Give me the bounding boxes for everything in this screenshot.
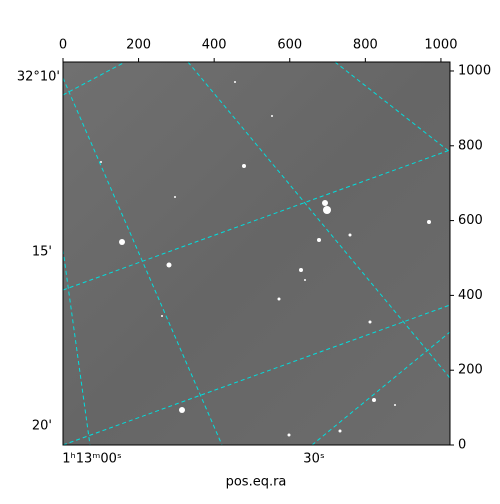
x-tick-label: 600 bbox=[277, 38, 302, 53]
grid-line bbox=[63, 62, 126, 96]
dec-tick-label: 15' bbox=[32, 245, 52, 260]
y-tick-label: 600 bbox=[458, 213, 483, 228]
grid-line bbox=[187, 62, 450, 379]
x-tick-label: 400 bbox=[202, 38, 227, 53]
x-tick-label: 800 bbox=[353, 38, 378, 53]
ra-tick-label: 1ʰ13ᵐ00ˢ bbox=[62, 452, 122, 467]
sky-image bbox=[63, 62, 450, 445]
y-tick-label: 1000 bbox=[458, 63, 491, 78]
y-tick-label: 800 bbox=[458, 138, 483, 153]
y-tick-label: 200 bbox=[458, 363, 483, 378]
dec-tick-label: 20' bbox=[32, 419, 52, 434]
ra-tick-label: 30ˢ bbox=[303, 452, 325, 467]
dec-tick-label: 32°10' bbox=[17, 70, 60, 85]
y-tick-label: 400 bbox=[458, 288, 483, 303]
x-tick-label: 200 bbox=[126, 38, 151, 53]
grid-line bbox=[63, 149, 450, 291]
x-tick-label: 0 bbox=[59, 38, 67, 53]
x-tick-label: 1000 bbox=[424, 38, 457, 53]
y-tick-label: 0 bbox=[458, 438, 466, 453]
x-axis-label: pos.eq.ra bbox=[226, 475, 287, 490]
grid-line bbox=[334, 62, 450, 153]
grid-line bbox=[63, 249, 91, 445]
plot-frame bbox=[62, 61, 451, 446]
stars bbox=[100, 81, 431, 437]
grid-line bbox=[311, 331, 450, 445]
coordinate-grid bbox=[63, 62, 450, 445]
grid-line bbox=[63, 304, 450, 445]
